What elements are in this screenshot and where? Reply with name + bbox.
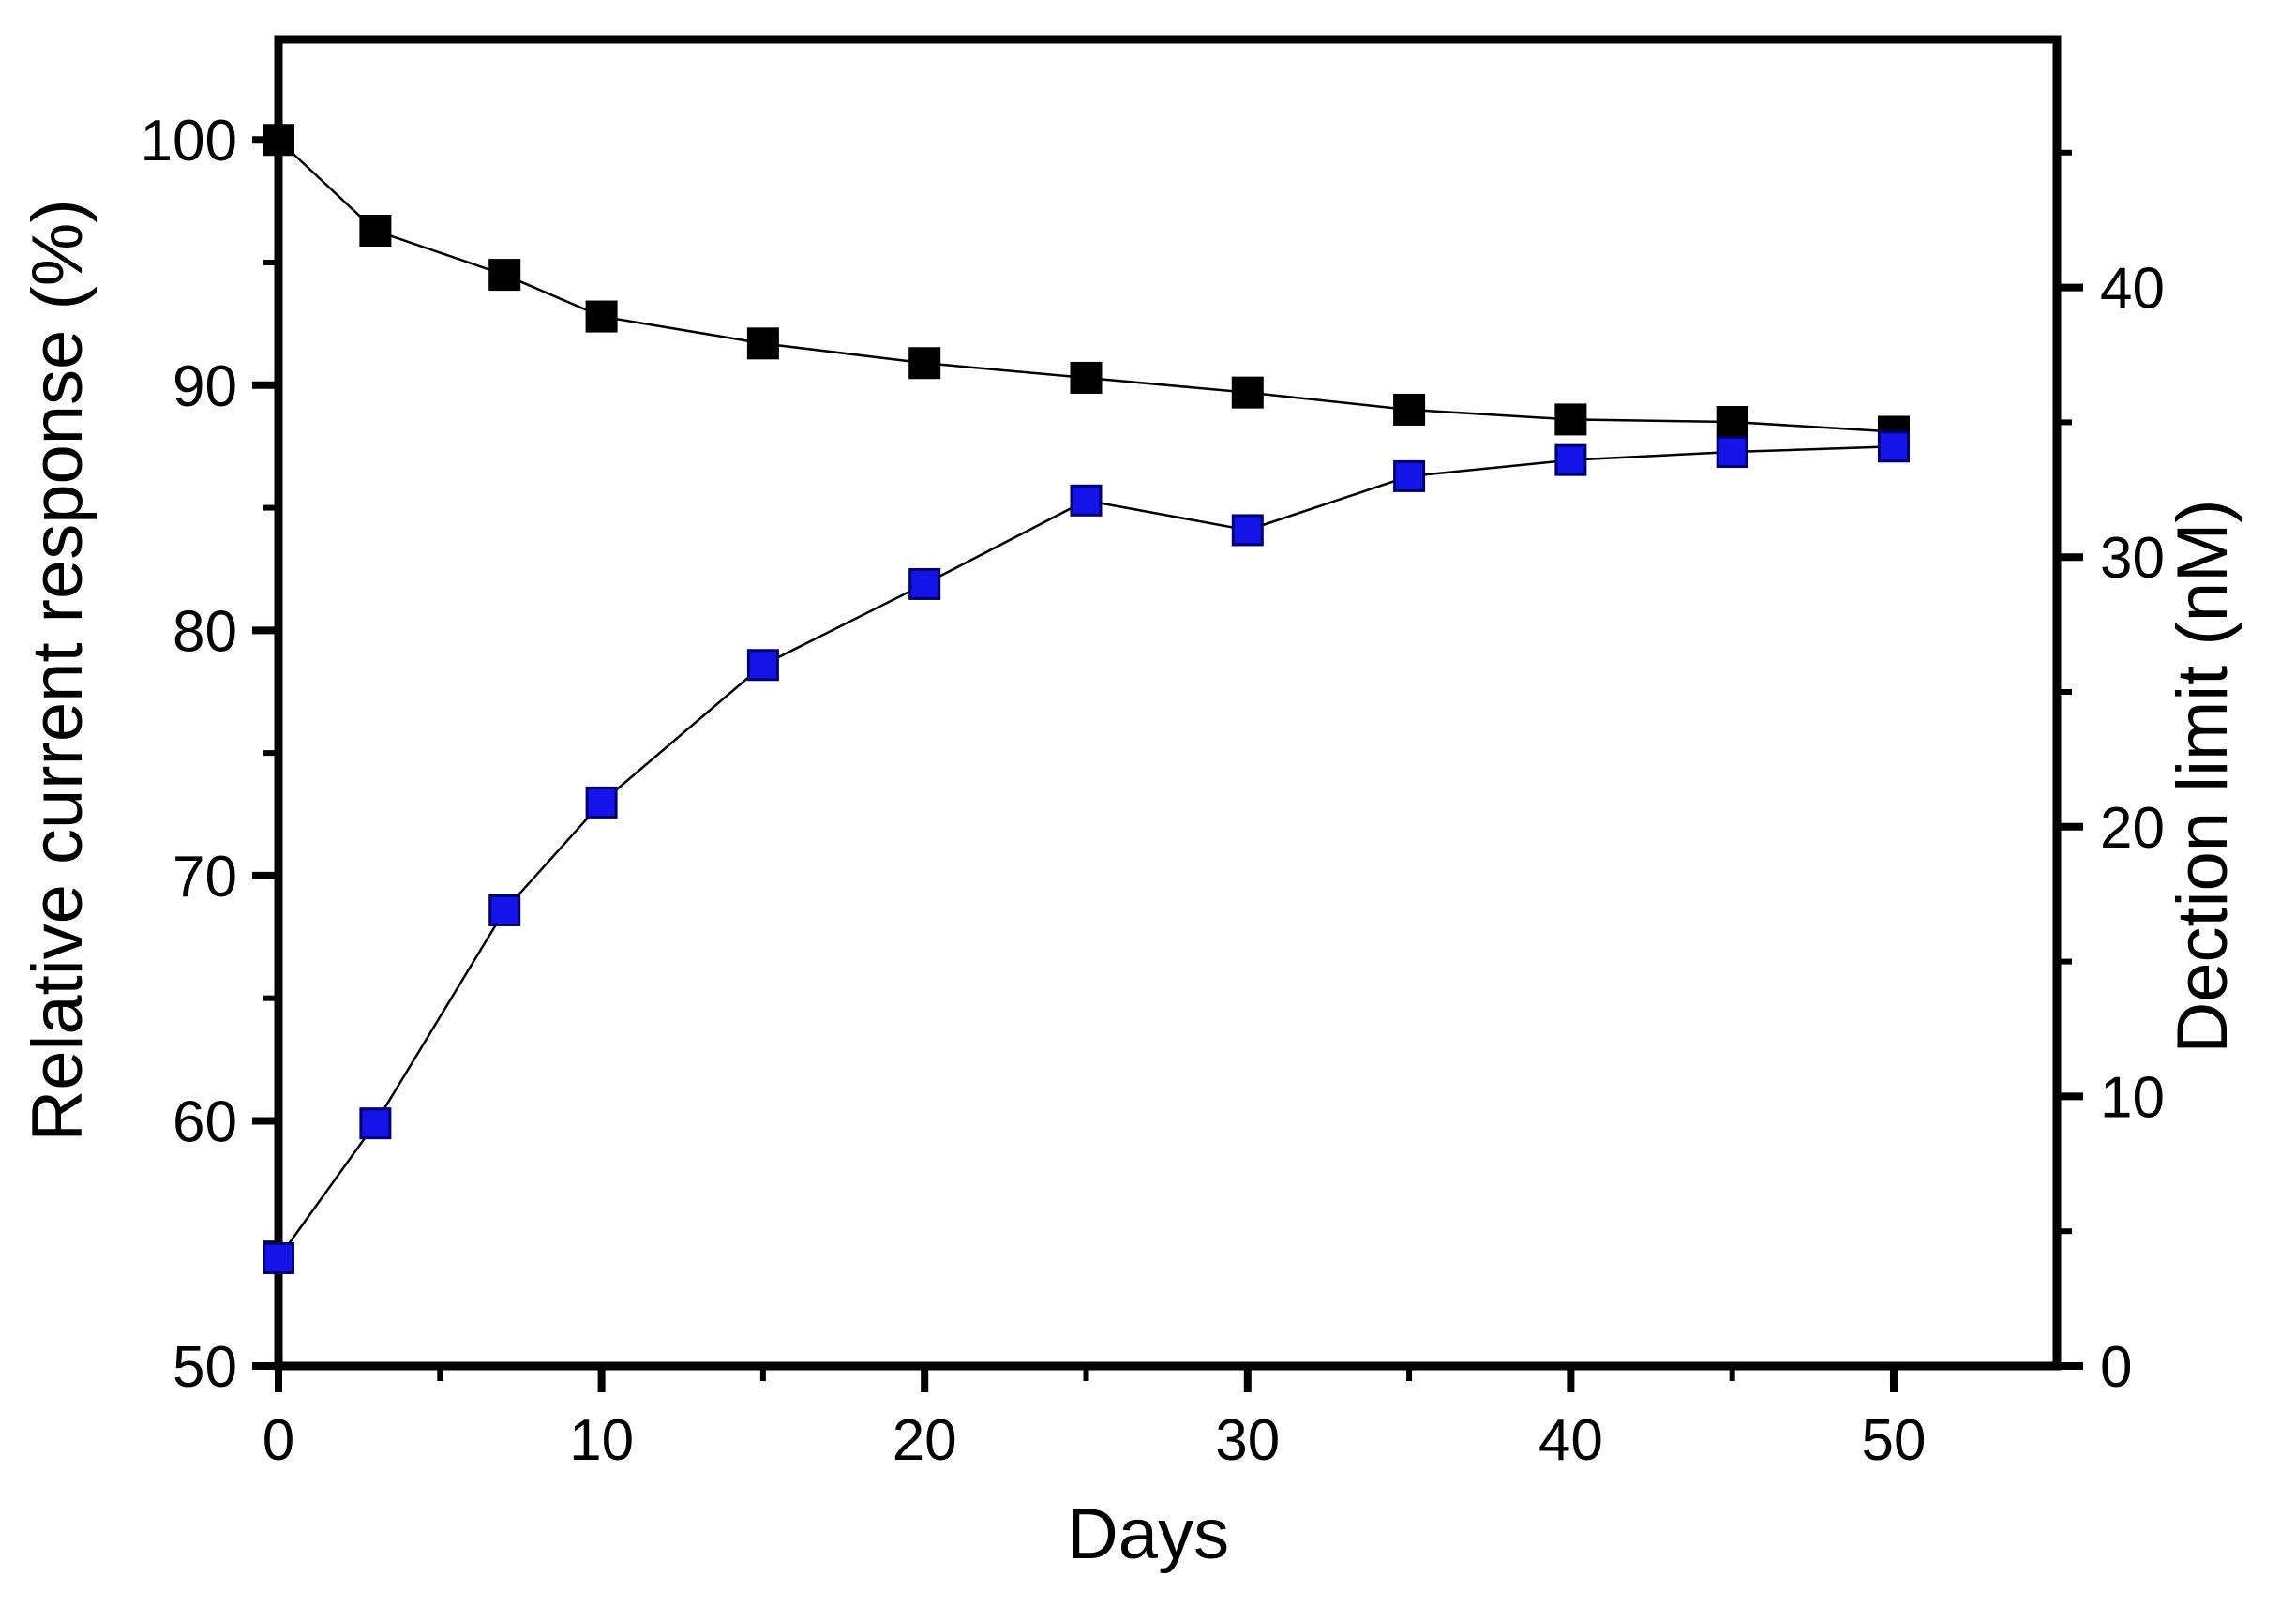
series-marker-detection-limit xyxy=(1716,436,1748,469)
y-right-tick-label: 20 xyxy=(2100,796,2165,861)
series-marker-detection-limit xyxy=(1393,459,1426,492)
series-marker-relative-current-response xyxy=(1554,403,1587,436)
plot-frame xyxy=(274,35,2062,1371)
y-left-tick-label: 90 xyxy=(173,354,237,419)
y-right-tick-label: 10 xyxy=(2100,1065,2165,1130)
series-marker-relative-current-response xyxy=(1070,361,1103,394)
x-tick-label: 20 xyxy=(893,1408,957,1473)
series-marker-relative-current-response xyxy=(359,215,392,248)
series-line-detection-limit xyxy=(277,445,1895,1259)
series-marker-relative-current-response xyxy=(263,124,294,157)
series-marker-relative-current-response xyxy=(585,300,618,333)
y-axis-left-title: Relative current response (%) xyxy=(18,199,98,1142)
series-marker-detection-limit xyxy=(359,1107,392,1140)
y-right-tick-label: 40 xyxy=(2100,257,2165,322)
x-tick-label: 40 xyxy=(1538,1408,1603,1473)
y-left-tick-label: 100 xyxy=(141,109,237,173)
series-line-relative-current-response xyxy=(278,139,1895,433)
x-tick-label: 30 xyxy=(1215,1408,1280,1473)
x-tick-label: 0 xyxy=(263,1408,294,1473)
series-marker-detection-limit xyxy=(746,649,779,682)
y-left-tick-label: 60 xyxy=(173,1089,237,1154)
series-marker-relative-current-response xyxy=(1231,376,1264,409)
y-axis-right-title: Dection limit (nM) xyxy=(2163,499,2243,1054)
series-marker-relative-current-response xyxy=(488,259,521,292)
series-marker-detection-limit xyxy=(263,1241,294,1274)
series-marker-detection-limit xyxy=(1877,430,1910,463)
series-marker-detection-limit xyxy=(908,567,941,600)
y-left-tick-label: 50 xyxy=(173,1335,237,1400)
series-marker-relative-current-response xyxy=(908,347,941,380)
series-marker-detection-limit xyxy=(488,894,521,926)
y-left-tick-label: 80 xyxy=(173,599,237,664)
x-tick-label: 50 xyxy=(1861,1408,1926,1473)
y-right-tick-label: 30 xyxy=(2100,526,2165,591)
x-axis-title: Days xyxy=(1066,1494,1230,1574)
y-right-tick-label: 0 xyxy=(2100,1335,2132,1400)
series-marker-relative-current-response xyxy=(746,327,779,360)
y-left-tick-label: 70 xyxy=(173,845,237,909)
series-marker-detection-limit xyxy=(1070,484,1103,517)
x-tick-label: 10 xyxy=(569,1408,634,1473)
series-marker-detection-limit xyxy=(585,786,618,819)
series-marker-relative-current-response xyxy=(1393,393,1426,426)
series-marker-detection-limit xyxy=(1554,443,1587,476)
series-marker-detection-limit xyxy=(1231,514,1264,547)
series-marker-relative-current-response xyxy=(1716,406,1748,439)
